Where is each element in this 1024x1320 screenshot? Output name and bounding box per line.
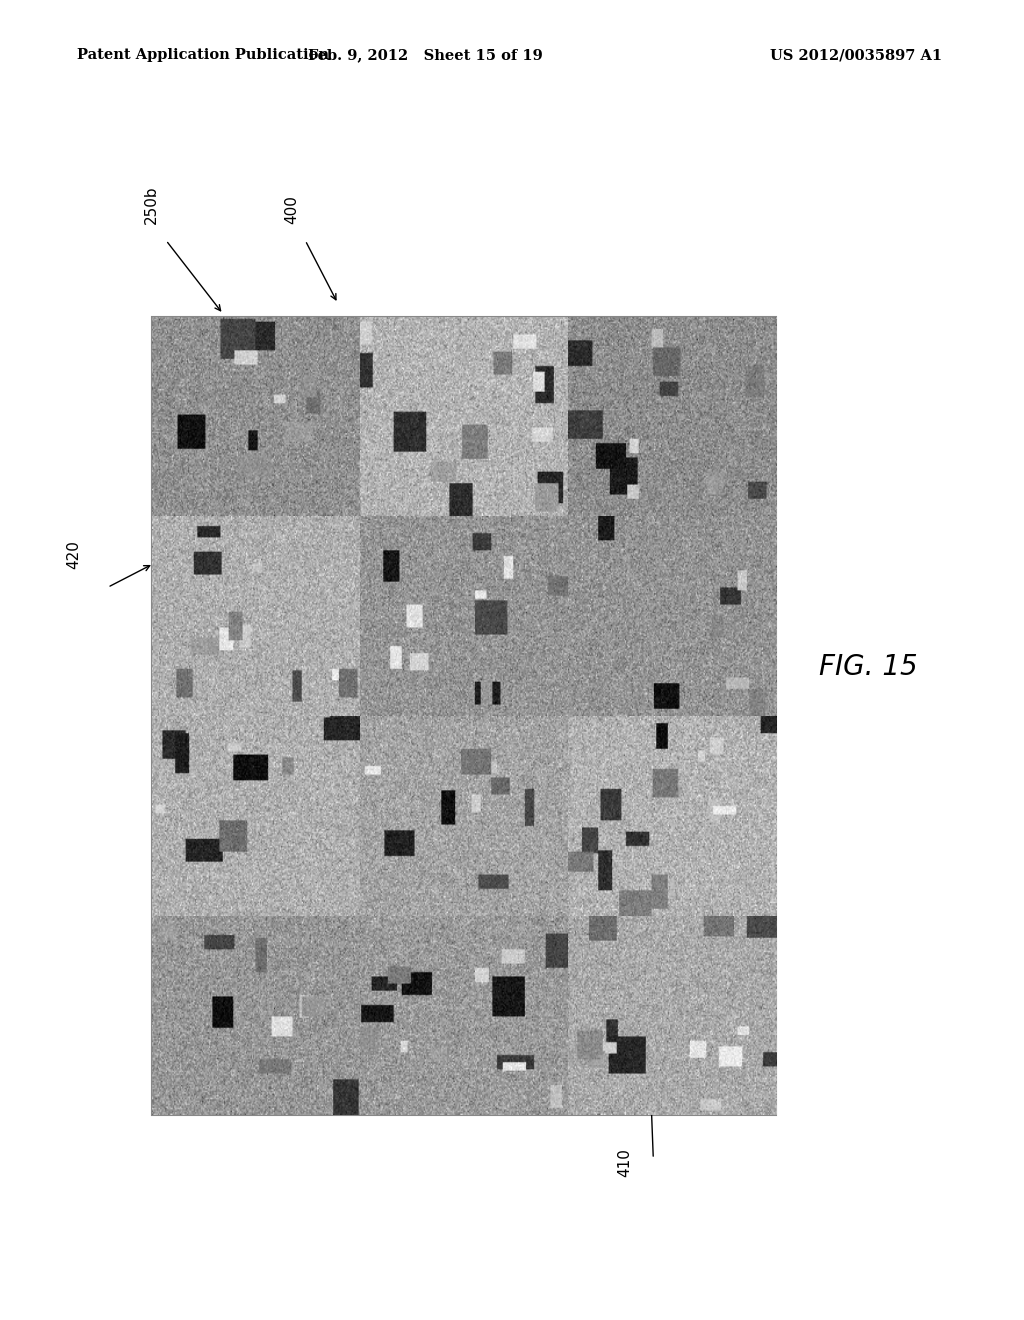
Text: Patent Application Publication: Patent Application Publication [77,49,329,62]
Text: Feb. 9, 2012   Sheet 15 of 19: Feb. 9, 2012 Sheet 15 of 19 [307,49,543,62]
Text: 400: 400 [285,195,299,224]
Text: 410: 410 [617,1148,632,1177]
Text: US 2012/0035897 A1: US 2012/0035897 A1 [770,49,942,62]
Text: 250b: 250b [144,186,159,224]
Bar [152,317,776,1115]
Text: 420: 420 [67,540,81,569]
Text: FIG. 15: FIG. 15 [819,652,918,681]
